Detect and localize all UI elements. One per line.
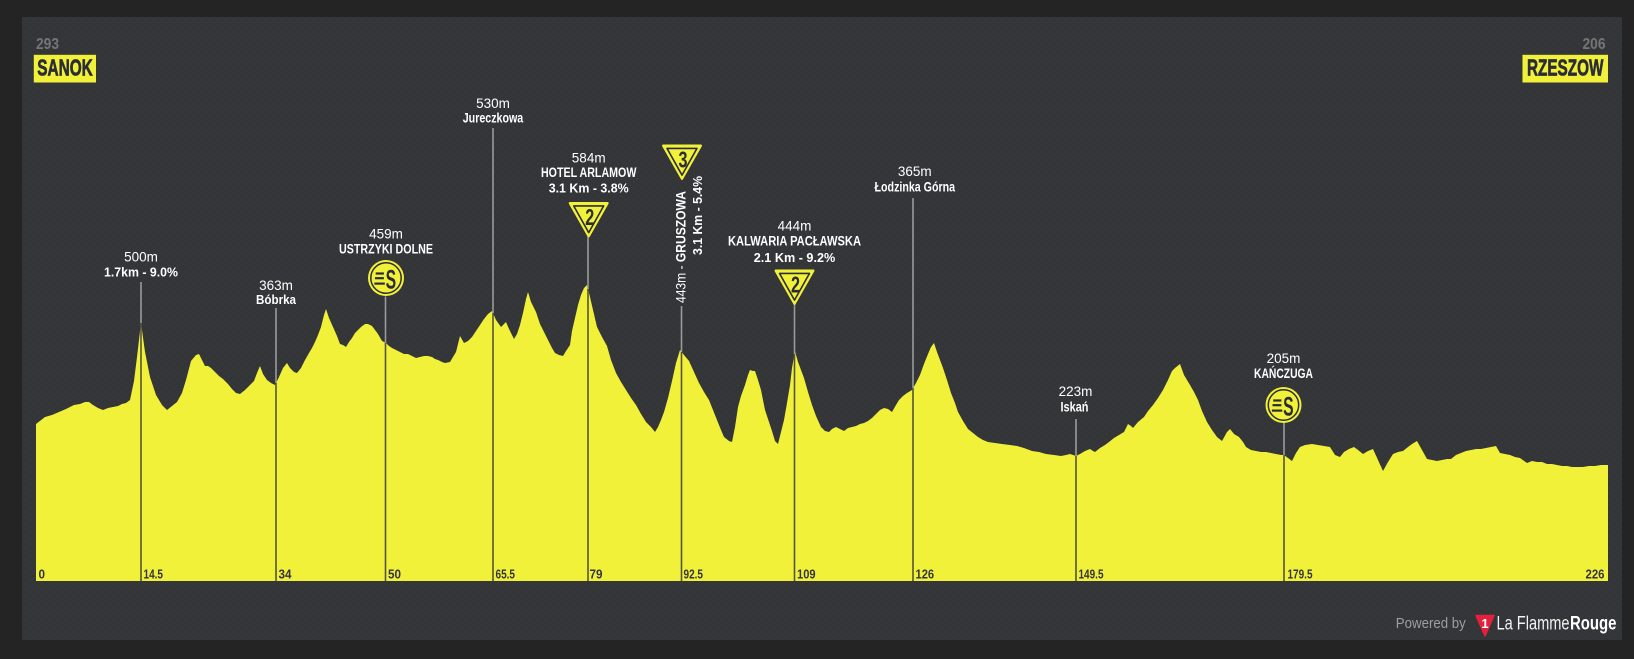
svg-text:149.5: 149.5 — [1079, 568, 1104, 582]
svg-text:363m: 363m — [259, 278, 293, 293]
svg-text:La Flamme: La Flamme — [1497, 614, 1570, 635]
svg-text:365m: 365m — [898, 164, 932, 179]
svg-text:530m: 530m — [476, 96, 510, 111]
svg-text:3.1 Km - 5.4%: 3.1 Km - 5.4% — [690, 176, 705, 255]
svg-text:1.7km - 9.0%: 1.7km - 9.0% — [104, 265, 178, 280]
svg-text:584m: 584m — [572, 151, 606, 166]
svg-text:Powered by: Powered by — [1396, 616, 1467, 632]
svg-text:65.5: 65.5 — [496, 568, 516, 582]
svg-text:S: S — [386, 264, 397, 294]
svg-text:293: 293 — [36, 36, 59, 53]
svg-text:Łodzinka Górna: Łodzinka Górna — [875, 180, 956, 195]
svg-text:3.1 Km - 3.8%: 3.1 Km - 3.8% — [549, 181, 629, 196]
svg-text:79: 79 — [590, 568, 603, 582]
svg-text:92.5: 92.5 — [684, 568, 704, 582]
svg-text:HOTEL ARLAMOW: HOTEL ARLAMOW — [541, 165, 637, 180]
svg-text:2: 2 — [791, 272, 800, 298]
svg-text:500m: 500m — [124, 250, 158, 265]
svg-text:KAŃCZUGA: KAŃCZUGA — [1254, 366, 1313, 381]
svg-text:KALWARIA PACŁAWSKA: KALWARIA PACŁAWSKA — [728, 234, 861, 249]
svg-text:126: 126 — [916, 568, 935, 582]
svg-text:443m - GRUSZOWA: 443m - GRUSZOWA — [674, 191, 689, 303]
svg-text:444m: 444m — [778, 219, 812, 234]
svg-text:Jureczkowa: Jureczkowa — [463, 111, 524, 126]
svg-text:2.1 Km - 9.2%: 2.1 Km - 9.2% — [754, 250, 836, 265]
svg-text:RZESZOW: RZESZOW — [1527, 55, 1604, 81]
svg-text:50: 50 — [388, 568, 401, 582]
svg-text:USTRZYKI DOLNE: USTRZYKI DOLNE — [339, 242, 433, 257]
svg-text:14.5: 14.5 — [144, 568, 164, 582]
svg-text:0: 0 — [39, 568, 46, 582]
svg-text:206: 206 — [1583, 36, 1606, 53]
svg-text:3: 3 — [679, 147, 688, 173]
svg-text:223m: 223m — [1059, 384, 1093, 399]
svg-text:1: 1 — [1481, 616, 1488, 631]
svg-text:Rouge: Rouge — [1570, 614, 1617, 635]
svg-text:34: 34 — [279, 568, 292, 582]
svg-text:SANOK: SANOK — [37, 55, 93, 81]
svg-text:Bóbrka: Bóbrka — [256, 292, 297, 307]
svg-text:179.5: 179.5 — [1288, 568, 1313, 582]
svg-text:S: S — [1283, 391, 1294, 421]
svg-text:109: 109 — [797, 568, 816, 582]
svg-text:205m: 205m — [1267, 351, 1301, 366]
svg-text:226: 226 — [1586, 568, 1605, 582]
svg-text:Iskań: Iskań — [1061, 400, 1089, 415]
svg-text:459m: 459m — [369, 227, 403, 242]
svg-text:2: 2 — [585, 204, 594, 230]
